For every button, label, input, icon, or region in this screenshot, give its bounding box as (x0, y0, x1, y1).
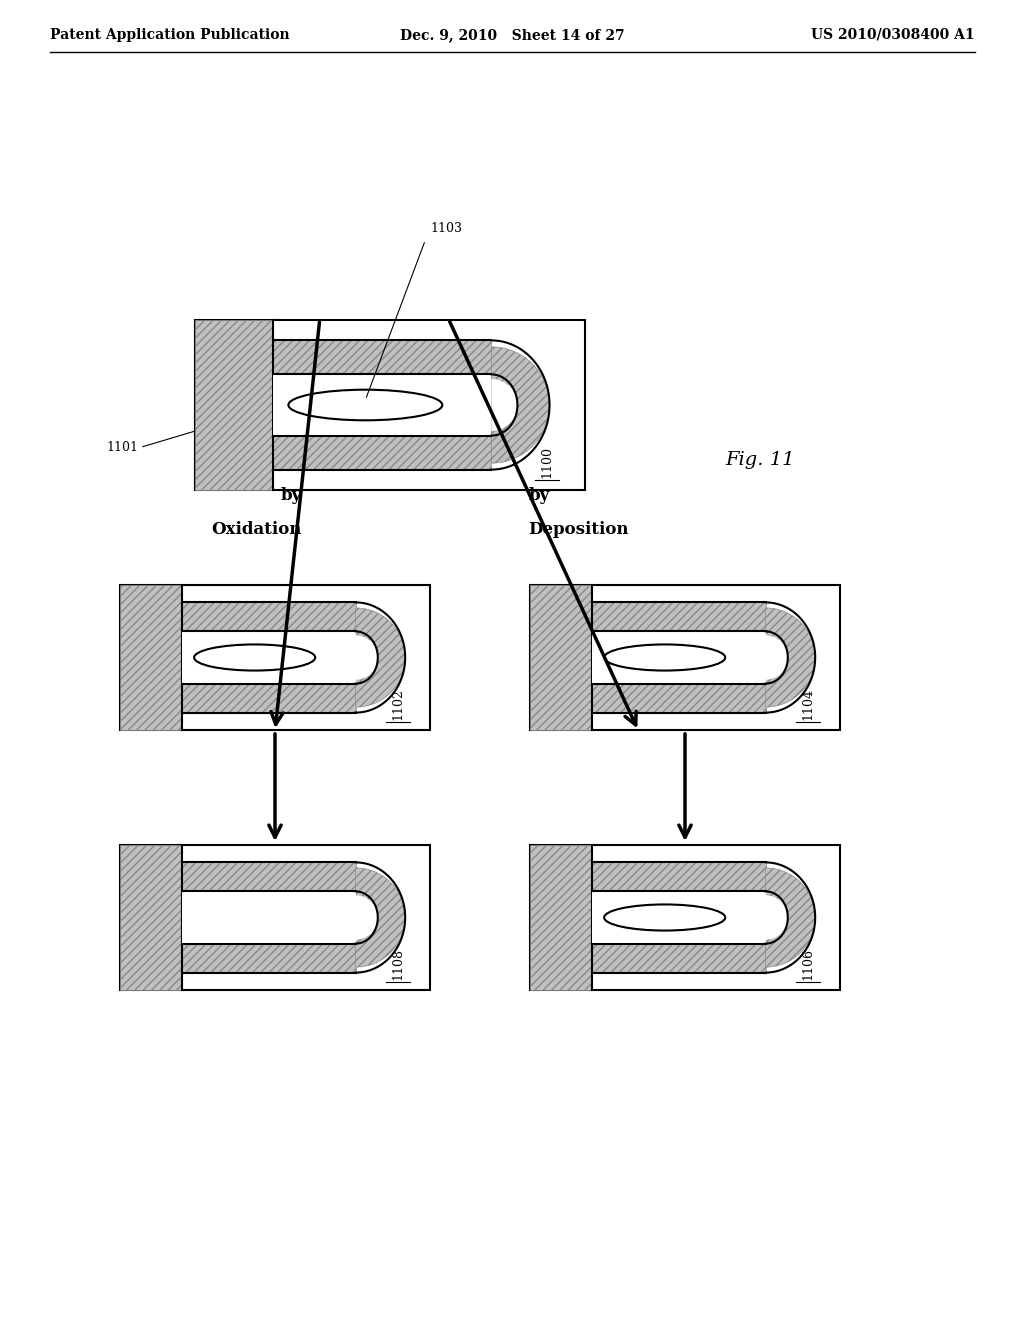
Bar (530, 845, 592, 990)
Bar (273, 436, 492, 470)
Bar (120, 585, 182, 730)
Text: Dec. 9, 2010   Sheet 14 of 27: Dec. 9, 2010 Sheet 14 of 27 (399, 28, 625, 42)
Text: Oxidation: Oxidation (211, 521, 302, 539)
Bar (120, 845, 430, 990)
Bar (592, 944, 766, 973)
Text: Deposition: Deposition (528, 521, 629, 539)
Ellipse shape (289, 389, 442, 420)
Text: 1102: 1102 (391, 688, 404, 719)
Bar (273, 341, 492, 375)
Text: Fig. 11: Fig. 11 (725, 451, 795, 469)
Bar (592, 891, 766, 944)
Bar (530, 845, 840, 990)
Bar (195, 319, 273, 490)
Text: 1103: 1103 (430, 222, 463, 235)
Text: by: by (528, 487, 550, 503)
Bar (273, 375, 492, 436)
Bar (182, 602, 355, 631)
Wedge shape (766, 609, 815, 708)
Bar (182, 684, 355, 713)
Bar (120, 845, 182, 990)
Bar (182, 862, 355, 891)
Bar (530, 585, 592, 730)
Text: US 2010/0308400 A1: US 2010/0308400 A1 (811, 28, 975, 42)
Bar (530, 585, 840, 730)
Wedge shape (355, 895, 378, 940)
Text: 1100: 1100 (541, 446, 554, 478)
Wedge shape (355, 635, 378, 680)
Ellipse shape (604, 644, 725, 671)
Text: 1106: 1106 (802, 948, 814, 979)
Bar (592, 602, 766, 631)
Wedge shape (766, 869, 815, 968)
Wedge shape (355, 609, 406, 708)
Bar (592, 684, 766, 713)
Bar (182, 944, 355, 973)
Wedge shape (355, 869, 406, 968)
Text: 1104: 1104 (802, 688, 814, 719)
Text: 1108: 1108 (391, 948, 404, 979)
Bar (120, 585, 430, 730)
Text: Patent Application Publication: Patent Application Publication (50, 28, 290, 42)
Ellipse shape (195, 644, 315, 671)
Bar (195, 319, 585, 490)
Wedge shape (766, 635, 787, 680)
Text: 1101: 1101 (106, 441, 138, 454)
Text: by: by (281, 487, 302, 503)
Wedge shape (492, 347, 550, 463)
Bar (182, 631, 355, 684)
Wedge shape (492, 379, 517, 432)
Wedge shape (766, 895, 787, 940)
Bar (182, 891, 355, 944)
Bar (592, 631, 766, 684)
Ellipse shape (604, 904, 725, 931)
Bar (592, 862, 766, 891)
